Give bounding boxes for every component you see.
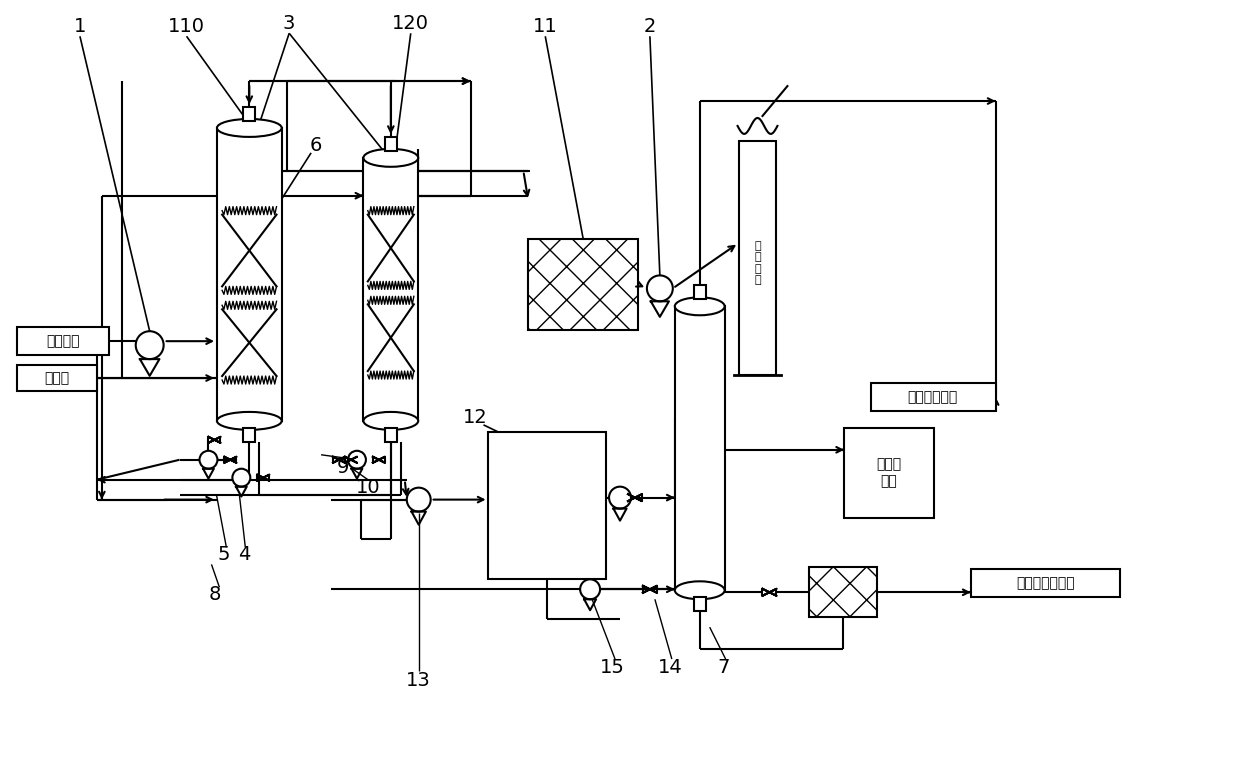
Ellipse shape <box>675 581 724 599</box>
Text: 2: 2 <box>644 17 656 36</box>
Bar <box>363 158 418 421</box>
Bar <box>971 569 1120 597</box>
Text: 6: 6 <box>310 137 322 155</box>
Circle shape <box>580 580 600 599</box>
Bar <box>844 428 934 518</box>
Bar <box>243 107 255 121</box>
Text: 排
气
管
道: 排 气 管 道 <box>754 241 761 285</box>
Circle shape <box>135 331 164 359</box>
Bar <box>384 137 397 151</box>
Text: 110: 110 <box>169 17 205 36</box>
Text: 12: 12 <box>464 408 487 427</box>
Text: 5: 5 <box>217 545 229 564</box>
Bar <box>528 238 637 330</box>
Text: 甲醇弛
放气: 甲醇弛 放气 <box>877 458 901 488</box>
Bar <box>243 428 255 442</box>
Text: 4: 4 <box>238 545 250 564</box>
Bar <box>810 567 877 617</box>
Ellipse shape <box>363 149 418 167</box>
Ellipse shape <box>217 119 281 137</box>
Text: 9: 9 <box>337 458 350 477</box>
Bar <box>693 597 706 612</box>
Bar <box>17 327 109 355</box>
Circle shape <box>407 487 430 512</box>
Bar <box>217 128 281 421</box>
Bar <box>384 428 397 442</box>
Text: 去合成氨工序: 去合成氨工序 <box>908 390 959 404</box>
Text: 10: 10 <box>356 478 381 497</box>
Ellipse shape <box>363 412 418 430</box>
Circle shape <box>609 487 631 508</box>
Bar <box>693 285 706 299</box>
Text: 甲醇废气: 甲醇废气 <box>46 334 79 348</box>
Text: 脱盐水: 脱盐水 <box>45 371 69 385</box>
Text: 11: 11 <box>533 17 558 36</box>
Text: 去甲醇精馏工序: 去甲醇精馏工序 <box>1016 576 1075 590</box>
Text: 1: 1 <box>73 17 86 36</box>
Bar <box>489 432 606 580</box>
Bar <box>675 306 724 590</box>
Text: 15: 15 <box>600 658 625 676</box>
Circle shape <box>647 276 673 301</box>
Text: 3: 3 <box>283 14 295 33</box>
Text: 120: 120 <box>392 14 429 33</box>
Text: 7: 7 <box>718 658 730 676</box>
Ellipse shape <box>217 412 281 430</box>
Circle shape <box>232 469 250 487</box>
Circle shape <box>348 451 366 469</box>
Circle shape <box>200 451 217 469</box>
Text: 8: 8 <box>208 585 221 604</box>
Ellipse shape <box>675 298 724 316</box>
Bar <box>17 365 97 391</box>
Text: 14: 14 <box>657 658 682 676</box>
Text: 13: 13 <box>407 672 432 690</box>
Bar <box>872 383 996 411</box>
Bar <box>739 141 776 375</box>
